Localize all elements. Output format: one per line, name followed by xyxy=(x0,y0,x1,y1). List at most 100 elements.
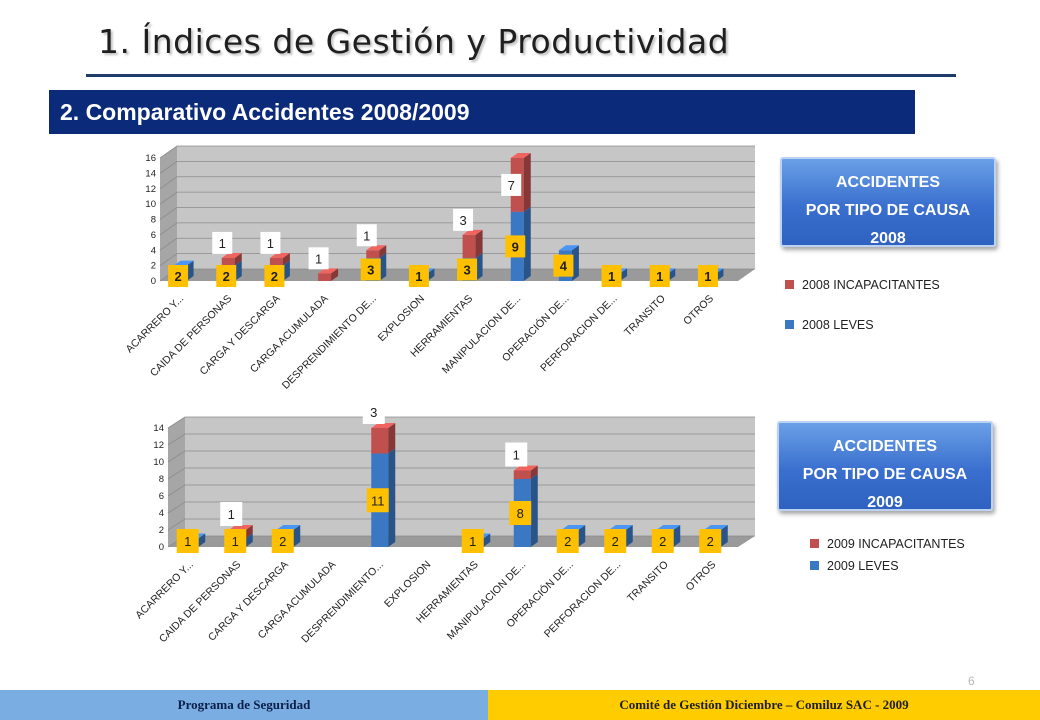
data-label-incap: 1 xyxy=(513,448,520,463)
data-label-incap: 1 xyxy=(219,236,226,251)
data-label-box-incap xyxy=(220,502,243,526)
badge-2009-line1: ACCIDENTES xyxy=(832,438,937,455)
data-label-box-leves xyxy=(604,529,627,553)
bar-leves-side xyxy=(186,260,194,281)
data-label-leves: 1 xyxy=(608,269,615,284)
bar-leves-side xyxy=(620,268,628,281)
legend-swatch-incap xyxy=(810,539,819,548)
gridline xyxy=(167,501,755,514)
data-label-leves: 9 xyxy=(512,239,519,254)
chart-side-wall xyxy=(168,417,185,547)
data-label-box-leves xyxy=(168,265,189,287)
page-title: 1. Índices de Gestión y Productividad xyxy=(98,22,730,61)
category-label: TRANSITO xyxy=(622,293,668,339)
data-label-box-leves xyxy=(553,254,574,277)
legend-item-2009-leves: 2009 LEVES xyxy=(810,555,1017,577)
category-label: CAIDA DE PERSONAS xyxy=(148,293,234,379)
badge-2008-line3: 2008 xyxy=(870,230,906,247)
bar-incapacitantes-side xyxy=(234,252,242,266)
chart-accidents-2008: 0 2 4 6 8 10 12 14 16 2 ACARRERO Y... 2 1 CAIDA DE PE… xyxy=(0,140,760,392)
badge-2009-line3: 2009 xyxy=(867,494,903,511)
data-label-box-leves xyxy=(271,529,294,553)
data-label-box-leves xyxy=(505,235,526,258)
data-label-leves: 2 xyxy=(223,269,230,284)
data-label-box-leves xyxy=(176,529,199,553)
bar-incapacitantes xyxy=(269,257,283,266)
legend-2009: 2009 INCAPACITANTES 2009 LEVES xyxy=(810,533,1017,577)
data-label-box-leves xyxy=(216,265,237,287)
data-label-box-incap xyxy=(505,442,528,467)
gridline xyxy=(159,207,755,220)
bar-incapacitantes-top xyxy=(371,423,396,428)
legend-swatch-leves xyxy=(810,561,819,570)
bar-incapacitantes-top xyxy=(366,245,387,251)
category-label: CARGA ACUMULADA xyxy=(256,559,339,642)
bar-leves-top xyxy=(558,245,579,251)
gridline xyxy=(167,416,755,429)
bar-leves-top xyxy=(608,525,633,530)
bar-leves-side xyxy=(720,525,728,547)
bar-leves-side xyxy=(578,525,586,547)
legend-swatch-leves xyxy=(785,320,794,329)
gridline xyxy=(159,176,755,190)
data-label-box-incap xyxy=(501,173,522,196)
bar-leves-side xyxy=(293,525,301,547)
bar-incapacitantes-top xyxy=(221,252,242,258)
y-tick-label: 8 xyxy=(151,215,156,226)
gridline xyxy=(159,191,755,205)
data-label-incap: 7 xyxy=(508,178,515,193)
legend-item-2008-leves: 2008 LEVES xyxy=(785,314,992,336)
category-label: CARGA Y DESCARGA xyxy=(198,293,283,378)
bar-incapacitantes-side xyxy=(530,465,538,479)
y-tick-label: 10 xyxy=(145,199,156,210)
category-label: OTROS xyxy=(681,293,716,328)
data-label-leves: 2 xyxy=(174,269,181,284)
data-label-leves: 1 xyxy=(415,269,422,284)
bar-leves-side xyxy=(673,525,681,547)
bar-leves-side xyxy=(716,268,724,281)
legend-label-2008-leves: 2008 LEVES xyxy=(802,318,874,332)
data-label-leves: 2 xyxy=(279,534,286,549)
badge-2008: ACCIDENTES POR TIPO DE CAUSA 2008 xyxy=(780,157,996,247)
bar-leves-side xyxy=(530,474,538,547)
badge-2008-line1: ACCIDENTES xyxy=(835,174,940,191)
category-label: DESPRENDIMIENTO DE... xyxy=(280,293,379,392)
data-label-incap: 1 xyxy=(228,507,235,522)
bar-leves-side xyxy=(388,448,396,547)
bar-leves-side xyxy=(571,245,579,281)
gridline xyxy=(167,450,755,463)
gridline xyxy=(167,484,755,497)
y-tick-label: 6 xyxy=(159,491,164,502)
category-label: CARGA Y DESCARGA xyxy=(206,559,291,644)
y-tick-label: 14 xyxy=(153,423,164,434)
bar-incapacitantes-top xyxy=(510,153,531,158)
bar-incapacitantes-top xyxy=(228,525,253,530)
legend-2008: 2008 INCAPACITANTES 2008 LEVES xyxy=(785,274,992,336)
legend-label-2009-incap: 2009 INCAPACITANTES xyxy=(827,537,965,551)
bar-leves-side xyxy=(379,252,387,281)
page-number: 6 xyxy=(968,674,975,688)
bar-incapacitantes-side xyxy=(388,423,396,454)
category-label: CAIDA DE PERSONAS xyxy=(157,559,243,645)
data-label-box-leves xyxy=(461,529,484,553)
data-label-incap: 3 xyxy=(459,213,466,228)
bar-leves-top xyxy=(703,525,728,530)
bar-incapacitantes xyxy=(221,257,235,266)
data-label-box-leves xyxy=(509,501,532,525)
y-tick-label: 0 xyxy=(151,276,156,287)
data-label-box-incap xyxy=(260,231,281,254)
bar-incapacitantes-top xyxy=(513,465,538,471)
bar-incapacitantes-side xyxy=(523,153,531,212)
chart-accidents-2009: 0 2 4 6 8 10 12 14 1 ACARRERO Y... 1 1 CAIDA DE PERS… xyxy=(0,400,760,670)
category-label: EXPLOSION xyxy=(382,559,433,610)
y-tick-label: 14 xyxy=(145,168,156,179)
gridline xyxy=(167,433,755,446)
y-tick-label: 6 xyxy=(151,230,156,241)
badge-2008-line2: POR TIPO DE CAUSA xyxy=(805,202,971,219)
data-label-leves: 2 xyxy=(612,534,619,549)
data-label-leves: 1 xyxy=(184,534,191,549)
category-label: DESPRENDIMIENTO... xyxy=(299,559,386,646)
data-label-box-leves xyxy=(224,529,247,553)
